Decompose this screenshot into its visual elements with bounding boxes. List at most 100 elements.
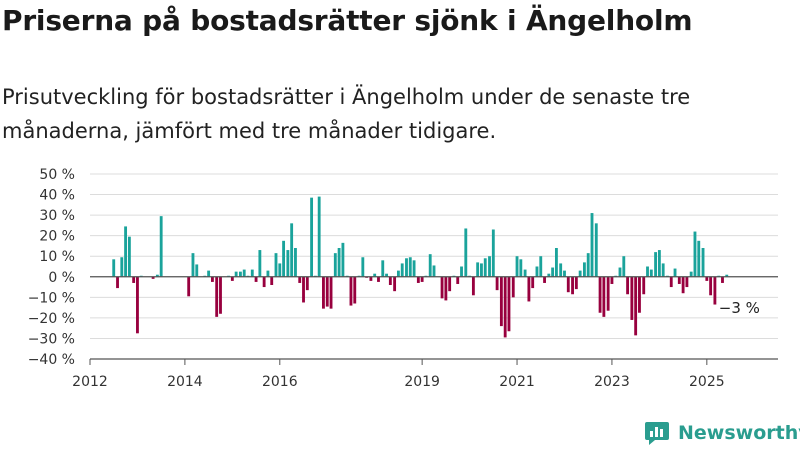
x-tick-label: 2023 bbox=[594, 374, 630, 390]
y-tick-label: −40 % bbox=[28, 352, 75, 368]
bar bbox=[519, 259, 523, 277]
bar bbox=[618, 267, 622, 277]
bar bbox=[721, 276, 724, 283]
bar bbox=[432, 265, 436, 277]
bar bbox=[207, 270, 211, 277]
x-tick-label: 2016 bbox=[262, 374, 298, 390]
y-tick-label: 30 % bbox=[39, 208, 75, 224]
bar bbox=[294, 248, 297, 277]
bar bbox=[322, 276, 325, 309]
bar bbox=[416, 276, 420, 283]
bar bbox=[286, 250, 290, 277]
bar bbox=[195, 264, 199, 277]
bar bbox=[270, 276, 274, 285]
bar bbox=[329, 276, 333, 309]
bar bbox=[310, 197, 314, 277]
bar bbox=[488, 256, 491, 277]
bar bbox=[551, 267, 555, 277]
bar bbox=[685, 276, 689, 288]
bar bbox=[586, 253, 590, 277]
bar bbox=[480, 263, 483, 277]
bar bbox=[606, 276, 610, 311]
bar bbox=[571, 276, 574, 295]
bar bbox=[353, 276, 357, 304]
bar bbox=[373, 273, 377, 277]
bar bbox=[136, 276, 139, 334]
y-tick-label: −10 % bbox=[28, 290, 75, 306]
bar bbox=[669, 276, 673, 288]
bar bbox=[531, 276, 535, 289]
bar bbox=[630, 276, 634, 320]
bar bbox=[238, 271, 242, 277]
bar bbox=[622, 256, 626, 277]
bar bbox=[405, 258, 408, 277]
x-tick-label: 2019 bbox=[404, 374, 440, 390]
bar bbox=[317, 196, 321, 277]
y-tick-label: 10 % bbox=[39, 249, 75, 265]
bar bbox=[325, 276, 329, 307]
bar bbox=[250, 269, 254, 277]
bar bbox=[393, 276, 397, 292]
bar bbox=[460, 266, 463, 277]
bar bbox=[499, 276, 503, 327]
bar bbox=[476, 262, 480, 277]
bar bbox=[408, 257, 412, 277]
bar bbox=[349, 276, 353, 306]
newsworthy-logo-icon bbox=[645, 422, 669, 445]
bar bbox=[298, 276, 302, 283]
chart-title: Priserna på bostadsrätter sjönk i Ängelh… bbox=[2, 4, 693, 37]
chart-labels: −40 % −30 % −20 % −10 % 0 % 10 % 20 % 30 % 40 % 5… bbox=[28, 167, 760, 390]
x-tick-label: 2012 bbox=[72, 374, 108, 390]
bar bbox=[554, 248, 558, 277]
bar bbox=[333, 253, 337, 277]
bar bbox=[369, 276, 373, 281]
bar bbox=[657, 250, 661, 277]
bar bbox=[515, 256, 519, 277]
bar bbox=[112, 259, 116, 277]
bar bbox=[511, 276, 515, 298]
y-tick-label: 0 % bbox=[48, 270, 75, 286]
bar bbox=[673, 268, 677, 277]
bar bbox=[278, 263, 282, 277]
bar bbox=[127, 236, 131, 277]
bar bbox=[638, 276, 641, 313]
chart-subtitle: Prisutveckling för bostadsrätter i Ängel… bbox=[2, 85, 691, 143]
bar bbox=[456, 276, 460, 284]
y-tick-label: −20 % bbox=[28, 311, 75, 327]
bar bbox=[242, 269, 246, 277]
bar bbox=[116, 276, 119, 289]
bar bbox=[559, 263, 563, 277]
bar bbox=[705, 276, 709, 281]
bar bbox=[120, 257, 124, 277]
bar bbox=[159, 216, 163, 277]
y-tick-label: 20 % bbox=[39, 229, 75, 245]
x-tick-label: 2014 bbox=[167, 374, 203, 390]
bar bbox=[305, 276, 309, 291]
bar bbox=[282, 240, 286, 277]
bar bbox=[361, 257, 365, 277]
bar bbox=[523, 269, 527, 277]
bar bbox=[483, 258, 487, 277]
bar bbox=[677, 276, 681, 284]
bar bbox=[290, 223, 294, 277]
bar bbox=[527, 276, 531, 302]
bar bbox=[266, 270, 270, 277]
bar bbox=[566, 276, 570, 293]
bar bbox=[642, 276, 646, 295]
x-tick-label: 2021 bbox=[499, 374, 535, 390]
bar bbox=[219, 276, 222, 314]
bar bbox=[594, 223, 598, 277]
bar bbox=[132, 276, 136, 283]
bar bbox=[400, 263, 404, 277]
bar bbox=[543, 276, 546, 283]
bar bbox=[539, 256, 543, 277]
bar bbox=[151, 276, 155, 279]
bar bbox=[234, 271, 238, 277]
bar bbox=[258, 250, 262, 277]
bar bbox=[464, 228, 468, 277]
bar bbox=[341, 242, 345, 277]
chart-bars bbox=[112, 196, 729, 338]
bar bbox=[693, 231, 697, 277]
bar bbox=[689, 271, 693, 277]
